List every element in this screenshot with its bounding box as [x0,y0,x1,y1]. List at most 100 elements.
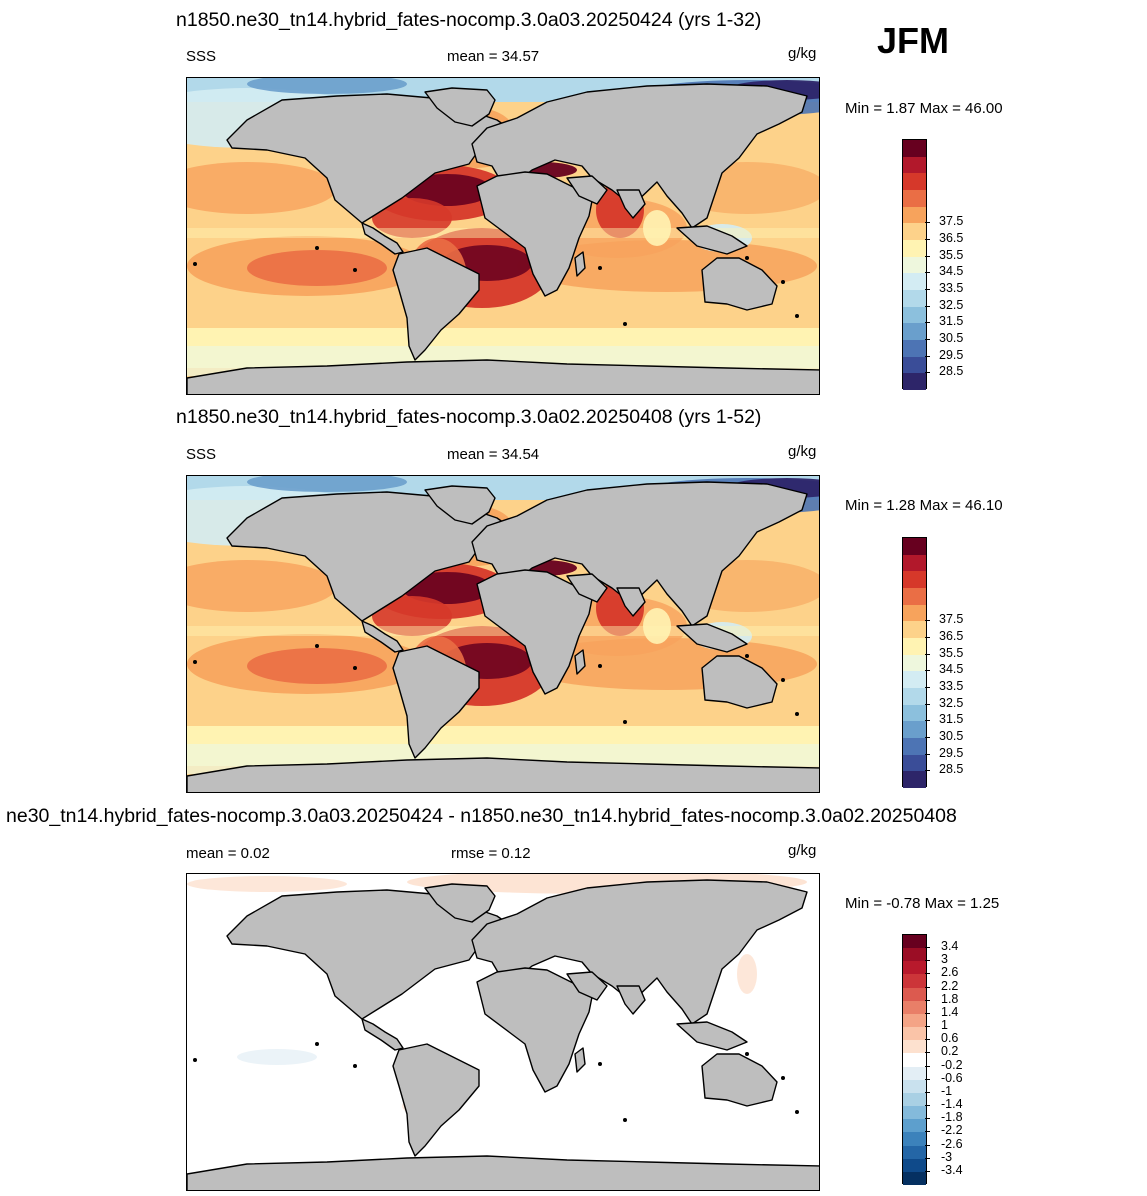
colorbar-tick [925,620,930,622]
colorbar-tick-label: -3 [941,1149,953,1164]
colorbar-tick-label: 37.5 [939,612,964,627]
colorbar-tick [925,1078,930,1080]
colorbar-swatch [903,206,926,224]
panel2-units-label: g/kg [788,443,817,460]
colorbar-swatch [903,637,926,655]
colorbar-tick-label: 33.5 [939,679,964,693]
colorbar-tick-label: 3 [941,952,948,967]
colorbar-tick-label: 36.5 [939,231,964,245]
panel2-minmax-label: Min = 1.28 Max = 46.10 [845,497,1003,514]
colorbar-swatch [903,604,926,622]
colorbar-swatch [903,239,926,257]
colorbar-swatch [903,737,926,755]
colorbar-tick-label: 33.5 [939,281,964,295]
colorbar-tick-label: 34.5 [939,264,964,279]
colorbar-tick-label: -2.2 [941,1123,963,1138]
colorbar-tick [925,947,930,949]
colorbar-tick [925,753,930,755]
panel1-variable-label: SSS [186,48,217,65]
colorbar-tick [925,1131,930,1133]
colorbar-tick-label: 35.5 [939,247,964,262]
colorbar-swatch [903,974,926,988]
colorbar-swatch [903,1145,926,1159]
panel3-mean-label: mean = 0.02 [186,845,270,862]
colorbar-tick [925,355,930,357]
colorbar-tick-label: 30.5 [939,729,964,743]
colorbar-swatch [903,1106,926,1120]
colorbar-tick [925,960,930,962]
colorbar-tick-label: -2.6 [941,1136,963,1151]
colorbar-swatch [903,306,926,324]
colorbar-tick [925,1144,930,1146]
colorbar-swatches [902,139,927,390]
colorbar-swatches [902,537,927,788]
colorbar-tick-label: 35.5 [939,645,964,660]
panel2-title: n1850.ne30_tn14.hybrid_fates-nocomp.3.0a… [176,406,762,428]
colorbar-swatch [903,223,926,240]
colorbar-swatch [903,289,926,307]
colorbar-swatch [903,1132,926,1146]
colorbar-swatch [903,554,926,572]
panel1-minmax-label: Min = 1.87 Max = 46.00 [845,100,1003,117]
panel1-title: n1850.ne30_tn14.hybrid_fates-nocomp.3.0a… [176,9,762,31]
colorbar-tick [925,1105,930,1107]
colorbar-tick [925,1118,930,1120]
colorbar-tick [925,720,930,722]
colorbar-tick [925,687,930,688]
colorbar-swatch [903,1066,926,1080]
colorbar-swatch [903,323,926,340]
colorbar-tick [925,999,930,1001]
colorbar-swatch [903,571,926,588]
colorbar-swatch [903,1053,926,1067]
colorbar-swatch [903,587,926,605]
colorbar-tick [925,239,930,240]
colorbar-tick [925,222,930,224]
season-label: JFM [877,20,949,61]
colorbar-tick-label: 1.8 [941,991,959,1006]
colorbar-tick-label: 31.5 [939,712,964,727]
colorbar-swatch [903,1013,926,1028]
colorbar-tick-label: 2.6 [941,965,959,980]
colorbar-tick [925,770,930,772]
colorbar-tick-label: 32.5 [939,297,964,312]
colorbar-tick-label: 36.5 [939,629,964,643]
colorbar-swatch [903,140,926,157]
colorbar-tick [925,1091,930,1093]
colorbar-tick-label: 28.5 [939,364,964,379]
panel1-mean-label: mean = 34.57 [447,48,540,65]
colorbar-tick-label: -0.2 [941,1057,963,1072]
colorbar-swatch [903,1040,926,1054]
colorbar-tick-label: 0.6 [941,1031,959,1046]
panel3-rmse-label: rmse = 0.12 [451,845,531,862]
colorbar-tick-label: 30.5 [939,331,964,345]
colorbar-swatch [903,1158,926,1172]
colorbar-tick [925,653,930,655]
colorbar-swatch [903,721,926,738]
colorbar-tick-label: 34.5 [939,662,964,677]
colorbar-swatch [903,173,926,190]
colorbar-swatch [903,356,926,374]
panel1-map [186,77,820,395]
colorbar-tick [925,1157,930,1159]
colorbar-tick [925,973,930,975]
colorbar-swatch [903,1119,926,1133]
colorbar-tick-label: 1.4 [941,1004,959,1019]
colorbar-tick-label: 0.2 [941,1044,959,1059]
colorbar-tick [925,637,930,638]
colorbar-swatch [903,273,926,290]
colorbar-tick [925,986,930,988]
panel2-map [186,475,820,793]
colorbar-tick [925,255,930,257]
colorbar-swatch [903,671,926,688]
colorbar-swatch [903,1092,926,1107]
colorbar-swatch [903,1171,926,1185]
colorbar-tick [925,703,930,705]
colorbar-swatch [903,538,926,555]
colorbar-swatch [903,948,926,962]
colorbar-swatch [903,1027,926,1041]
colorbar-swatch [903,339,926,357]
colorbar-swatch [903,754,926,772]
colorbar-swatch [903,704,926,722]
colorbar-swatch [903,621,926,638]
colorbar-tick-label: -1.4 [941,1097,963,1112]
